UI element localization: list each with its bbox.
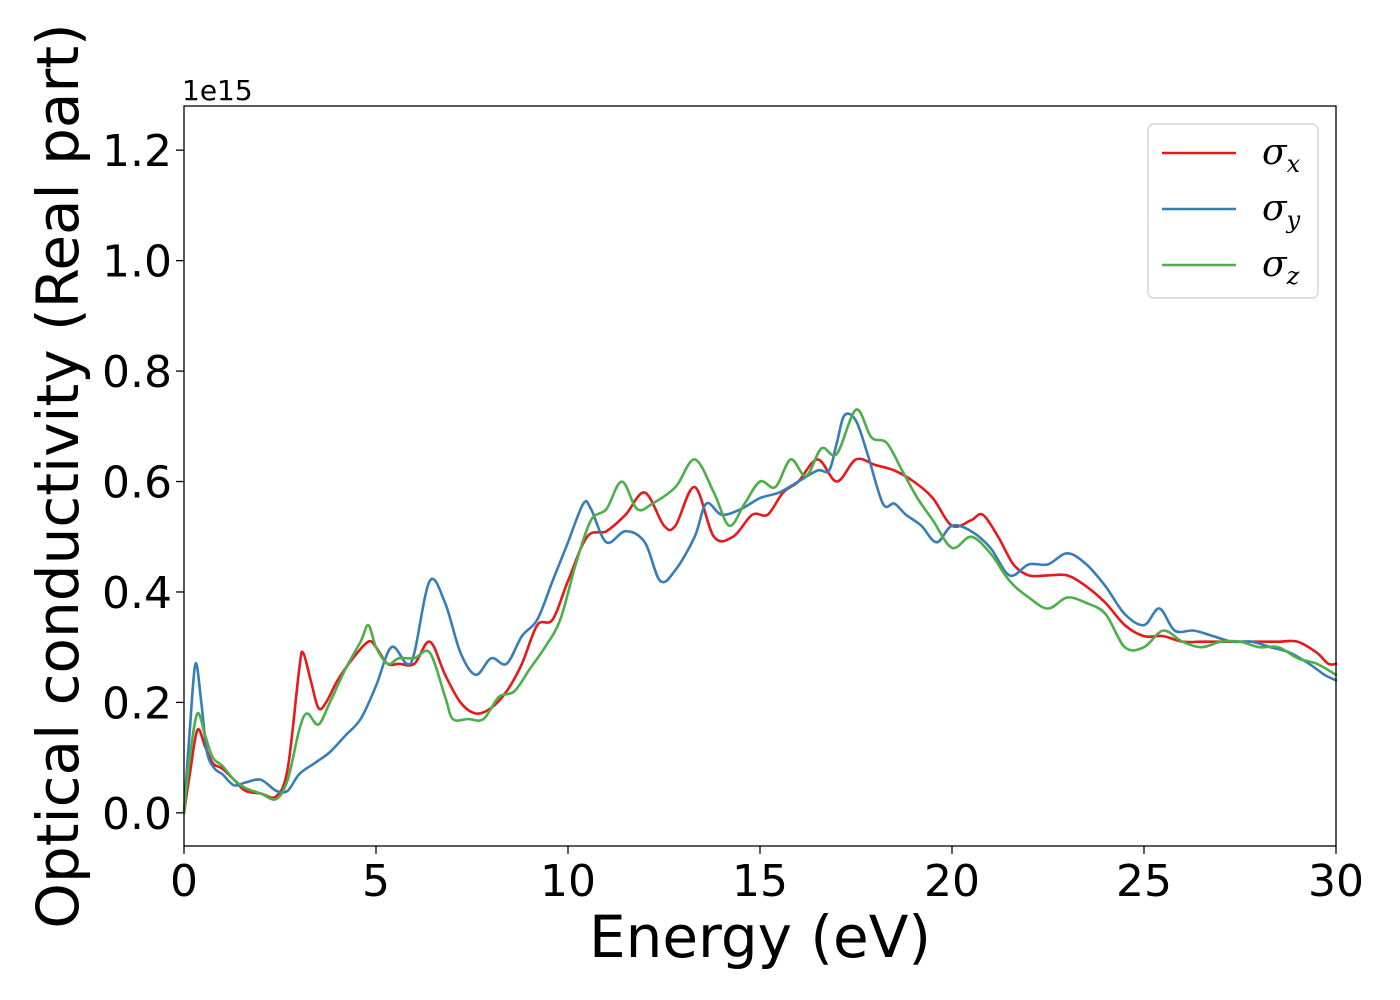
x-tick-label: 20	[924, 856, 980, 907]
y-tick-label: 0.6	[102, 458, 172, 509]
x-tick-label: 0	[170, 856, 198, 907]
y-tick-label: 0.4	[102, 568, 172, 619]
y-tick-label: 0.8	[102, 347, 172, 398]
y-tick-label: 0.2	[102, 678, 172, 729]
y-tick-label: 0.0	[102, 789, 172, 840]
series-line-z	[182, 408, 1338, 815]
legend-entries: σx σy σz	[1162, 132, 1301, 290]
legend-label-y: σy	[1262, 188, 1301, 234]
y-tick-label: 1.2	[102, 126, 172, 177]
legend-label-z: σz	[1262, 244, 1300, 290]
legend-label-x: σx	[1262, 132, 1301, 178]
x-tick-label: 5	[362, 856, 390, 907]
legend-box	[1147, 123, 1319, 299]
x-tick-label: 25	[1116, 856, 1172, 907]
y-axis-offset-label: 1e15	[182, 74, 253, 107]
series-line-x	[182, 457, 1338, 815]
plot-lines	[182, 408, 1338, 815]
x-axis-ticks: 0 5 10 15 20 25 30	[170, 846, 1364, 907]
y-tick-label: 1.0	[102, 237, 172, 288]
y-axis-title: Optical conductivity (Real part)	[24, 23, 92, 928]
x-axis-title: Energy (eV)	[589, 903, 931, 971]
x-tick-label: 30	[1308, 856, 1364, 907]
series-line-y	[182, 412, 1338, 815]
x-tick-label: 15	[732, 856, 788, 907]
x-tick-label: 10	[540, 856, 596, 907]
y-axis-ticks: 0.0 0.2 0.4 0.6 0.8 1.0 1.2	[102, 126, 184, 840]
legend: σx σy σz	[1147, 123, 1319, 299]
